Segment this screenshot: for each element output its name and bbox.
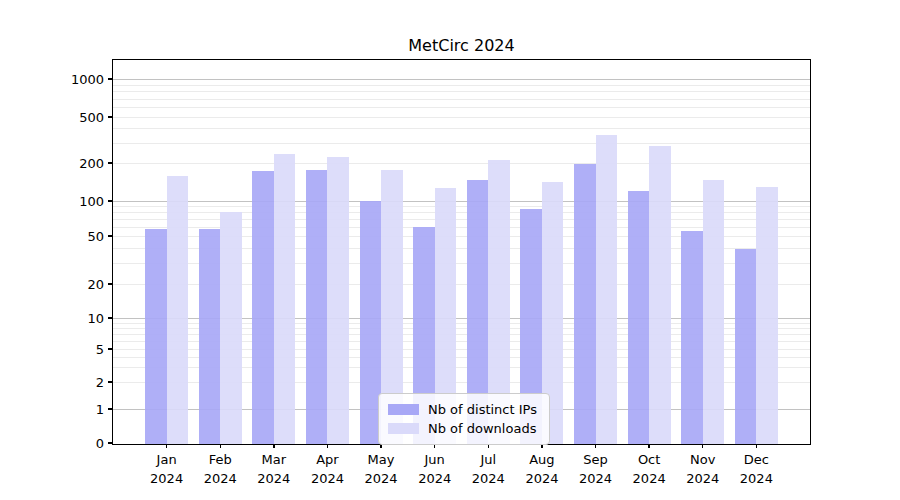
month-name: Dec [721,451,791,470]
minor-gridline [113,91,810,92]
y-axis-tick [108,317,112,318]
bar-distinct-ips [735,249,756,444]
x-axis-tick [595,444,596,448]
bar-distinct-ips [306,170,327,444]
bar-downloads [596,135,617,444]
y-axis-tick-label: 0 [34,436,104,451]
y-axis-tick [108,162,112,163]
y-axis-tick-label: 5 [34,342,104,357]
y-axis-tick-label: 1 [34,402,104,417]
legend-swatch-distinct-ips [388,404,419,415]
y-axis-tick-label: 20 [34,277,104,292]
bar-distinct-ips [628,191,649,444]
y-axis-tick-label: 200 [34,156,104,171]
bar-distinct-ips [199,229,220,444]
x-axis-tick [273,444,274,448]
y-axis-tick-label: 10 [34,311,104,326]
bar-downloads [756,187,777,444]
y-axis-tick [108,381,112,382]
x-axis-tick [648,444,649,448]
y-axis-tick [108,78,112,79]
bar-downloads [327,157,348,444]
x-axis-tick [327,444,328,448]
legend-item-label: Nb of distinct IPs [428,402,537,417]
chart-title: MetCirc 2024 [113,36,810,55]
bar-downloads [220,212,241,444]
bar-distinct-ips [252,171,273,444]
legend: Nb of distinct IPs Nb of downloads [378,393,550,445]
minor-gridline [113,163,810,164]
major-gridline [113,79,810,80]
minor-gridline [113,107,810,108]
minor-gridline [113,143,810,144]
bar-downloads [649,146,670,444]
y-axis-tick-label: 50 [34,229,104,244]
x-axis-tick [702,444,703,448]
y-axis-tick [108,348,112,349]
y-axis-tick [108,235,112,236]
legend-swatch-downloads [388,423,419,434]
month-year: 2024 [721,470,791,489]
y-axis-tick [108,442,112,443]
y-axis-tick [108,283,112,284]
y-axis-tick [108,408,112,409]
legend-item: Nb of downloads [388,419,540,438]
y-axis-tick [108,200,112,201]
y-axis-tick-label: 100 [34,194,104,209]
plot-area: Nb of distinct IPs Nb of downloads [113,60,810,444]
minor-gridline [113,99,810,100]
legend-item: Nb of distinct IPs [388,400,540,419]
bar-distinct-ips [681,231,702,444]
minor-gridline [113,117,810,118]
legend-item-label: Nb of downloads [428,421,536,436]
y-axis-tick [108,116,112,117]
x-axis-tick [166,444,167,448]
chart-figure: MetCirc 2024 Nb of distinct IPs Nb of dow… [0,0,900,500]
x-axis-month-label: Dec2024 [721,451,791,489]
x-axis-tick [220,444,221,448]
y-axis-tick-label: 1000 [34,72,104,87]
bar-downloads [167,176,188,444]
y-axis-tick-label: 500 [34,110,104,125]
minor-gridline [113,128,810,129]
y-axis-tick-label: 2 [34,375,104,390]
bar-downloads [274,154,295,444]
bar-downloads [703,180,724,444]
x-axis-tick [756,444,757,448]
minor-gridline [113,85,810,86]
bar-distinct-ips [145,229,166,444]
bar-distinct-ips [574,164,595,444]
